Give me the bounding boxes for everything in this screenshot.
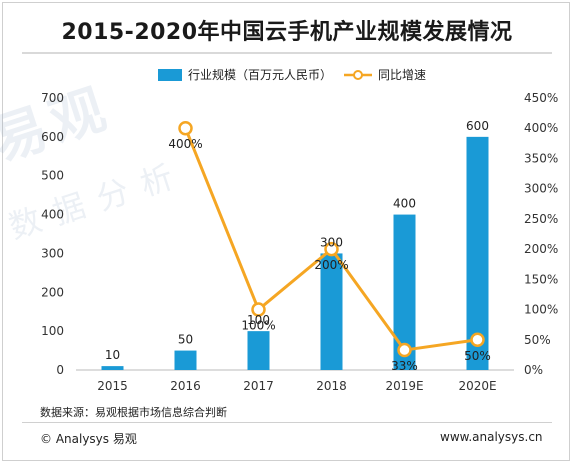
bar-data-label: 300 — [320, 235, 343, 249]
bar-2020E — [466, 136, 489, 370]
growth-data-label: 100% — [241, 319, 275, 333]
y-left-tick-label: 400 — [41, 208, 64, 222]
footer-divider — [22, 422, 552, 423]
legend-marker-line — [353, 70, 363, 80]
legend-swatch-bar — [158, 69, 182, 81]
growth-point-2018 — [324, 241, 339, 257]
x-tick-label: 2016 — [170, 379, 201, 393]
y-right-tick-label: 200% — [524, 242, 558, 256]
y-left-tick-label: 700 — [41, 91, 64, 105]
y-right-tick-label: 50% — [524, 333, 551, 347]
y-left-tick-label: 0 — [56, 363, 64, 377]
growth-point-2020E — [470, 332, 485, 348]
legend-label-line: 同比增速 — [378, 68, 426, 82]
y-right-tick-label: 0% — [524, 363, 543, 377]
growth-point-2017 — [251, 302, 266, 317]
growth-data-label: 33% — [391, 359, 418, 373]
title-divider — [22, 52, 552, 54]
y-left-tick-label: 300 — [41, 246, 64, 260]
bar-data-label: 400 — [393, 197, 416, 211]
y-right-tick-label: 300% — [524, 182, 558, 196]
y-right-tick-label: 250% — [524, 212, 558, 226]
growth-data-label: 400% — [168, 137, 202, 151]
x-tick-label: 2020E — [458, 379, 496, 393]
bar-2018 — [320, 253, 343, 370]
growth-data-label: 50% — [464, 349, 491, 363]
source-note: 数据来源：易观根据市场信息综合判断 — [40, 406, 227, 419]
bar-data-label: 10 — [105, 348, 120, 362]
x-tick-label: 2015 — [97, 379, 128, 393]
legend-label-bar: 行业规模（百万元人民币） — [188, 67, 332, 82]
bar-data-label: 100 — [247, 313, 270, 327]
x-tick-label: 2017 — [243, 379, 274, 393]
y-left-tick-label: 600 — [41, 130, 64, 144]
bar-data-label: 50 — [178, 333, 193, 347]
bar-data-label: 600 — [466, 119, 489, 133]
chart-title: 2015-2020年中国云手机产业规模发展情况 — [61, 20, 513, 45]
growth-point-2016 — [178, 120, 193, 136]
y-right-tick-label: 350% — [524, 151, 558, 165]
website-link[interactable]: www.analysys.cn — [440, 430, 543, 444]
y-left-tick-label: 100 — [41, 324, 64, 338]
bar-2019E — [393, 214, 416, 370]
y-left-tick-label: 500 — [41, 169, 64, 183]
growth-data-label: 200% — [314, 258, 348, 272]
y-right-tick-label: 450% — [524, 91, 558, 105]
y-right-tick-label: 100% — [524, 303, 558, 317]
brand-logo: © Analysys 易观 — [40, 432, 137, 446]
y-right-tick-label: 150% — [524, 272, 558, 286]
x-tick-label: 2018 — [316, 379, 347, 393]
bar-2017 — [247, 331, 270, 370]
y-left-tick-label: 200 — [41, 285, 64, 299]
x-tick-label: 2019E — [385, 379, 423, 393]
growth-point-2019E — [397, 342, 412, 358]
bar-2015 — [101, 366, 124, 370]
y-right-tick-label: 400% — [524, 121, 558, 135]
bar-2016 — [174, 350, 197, 370]
